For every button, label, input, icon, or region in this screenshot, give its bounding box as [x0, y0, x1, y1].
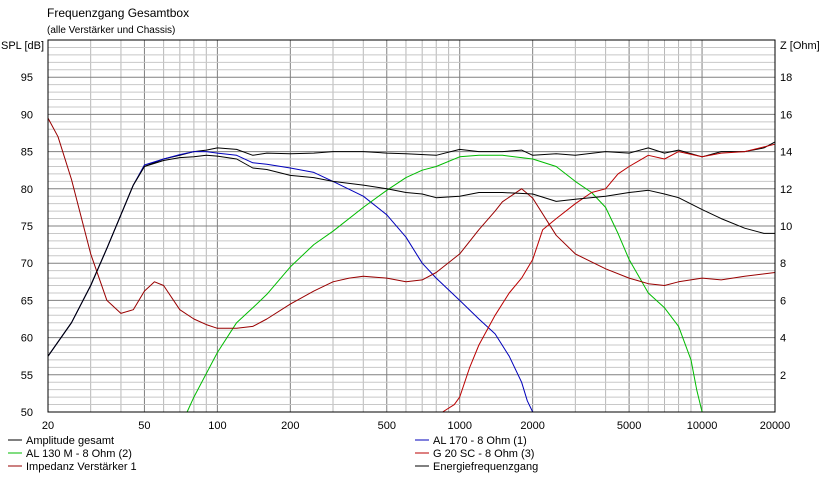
- series-line-3: [48, 154, 775, 413]
- y2-tick-label: 12: [780, 184, 792, 196]
- y-tick-label: 70: [21, 258, 33, 270]
- y-axis-label: SPL [dB]: [1, 40, 44, 52]
- y-tick-label: 65: [21, 295, 33, 307]
- y2-tick-label: 18: [780, 72, 792, 84]
- series-line-6: [47, 154, 775, 357]
- y2-tick-label: 16: [780, 109, 792, 121]
- grid: [48, 40, 775, 412]
- x-tick-label: 1000: [447, 420, 471, 432]
- y2-axis-label: Z [Ohm]: [780, 40, 820, 52]
- y2-tick-label: 4: [780, 333, 786, 345]
- x-tick-label: 20000: [760, 420, 791, 432]
- y-tick-label: 55: [21, 370, 33, 382]
- x-tick-label: 100: [208, 420, 226, 432]
- x-tick-label: 50: [138, 420, 150, 432]
- y-tick-label: 95: [21, 72, 33, 84]
- x-tick-label: 20: [42, 420, 54, 432]
- chart-subtitle: (alle Verstärker und Chassis): [47, 25, 175, 36]
- chart-title: Frequenzgang Gesamtbox: [47, 6, 189, 20]
- legend-entry: Amplitude gesamt: [26, 435, 114, 447]
- y-tick-label: 80: [21, 184, 33, 196]
- x-tick-label: 500: [378, 420, 396, 432]
- y2-tick-label: 8: [780, 258, 786, 270]
- x-tick-label: 10000: [687, 420, 718, 432]
- y-tick-label: 60: [21, 333, 33, 345]
- y2-tick-label: 14: [780, 147, 792, 159]
- y2-tick-label: 2: [780, 370, 786, 382]
- legend-entry: Energiefrequenzgang: [433, 461, 538, 473]
- legend: Amplitude gesamt AL 170 - 8 Ohm (1) AL 130…: [8, 435, 538, 473]
- y-tick-label: 85: [21, 147, 33, 159]
- x-tick-label: 5000: [617, 420, 641, 432]
- legend-entry: AL 130 M - 8 Ohm (2): [26, 448, 132, 460]
- y-tick-label: 75: [21, 221, 33, 233]
- series-line-5: [47, 117, 776, 329]
- x-tick-label: 200: [281, 420, 299, 432]
- legend-entry: AL 170 - 8 Ohm (1): [433, 435, 527, 447]
- series-lines: [47, 117, 776, 413]
- tick-labels: 20 50 100 200 500 1000 2000 5000 10000 20000 95 90 8…: [21, 72, 793, 432]
- plot-frame: [47, 39, 776, 413]
- legend-entry: Impedanz Verstärker 1: [26, 461, 137, 473]
- y2-tick-label: 10: [780, 221, 792, 233]
- x-tick-label: 2000: [520, 420, 544, 432]
- y-tick-label: 90: [21, 109, 33, 121]
- y2-tick-label: 6: [780, 295, 786, 307]
- y-tick-label: 50: [21, 407, 33, 419]
- legend-entry: G 20 SC - 8 Ohm (3): [433, 448, 534, 460]
- series-line-2: [47, 151, 775, 413]
